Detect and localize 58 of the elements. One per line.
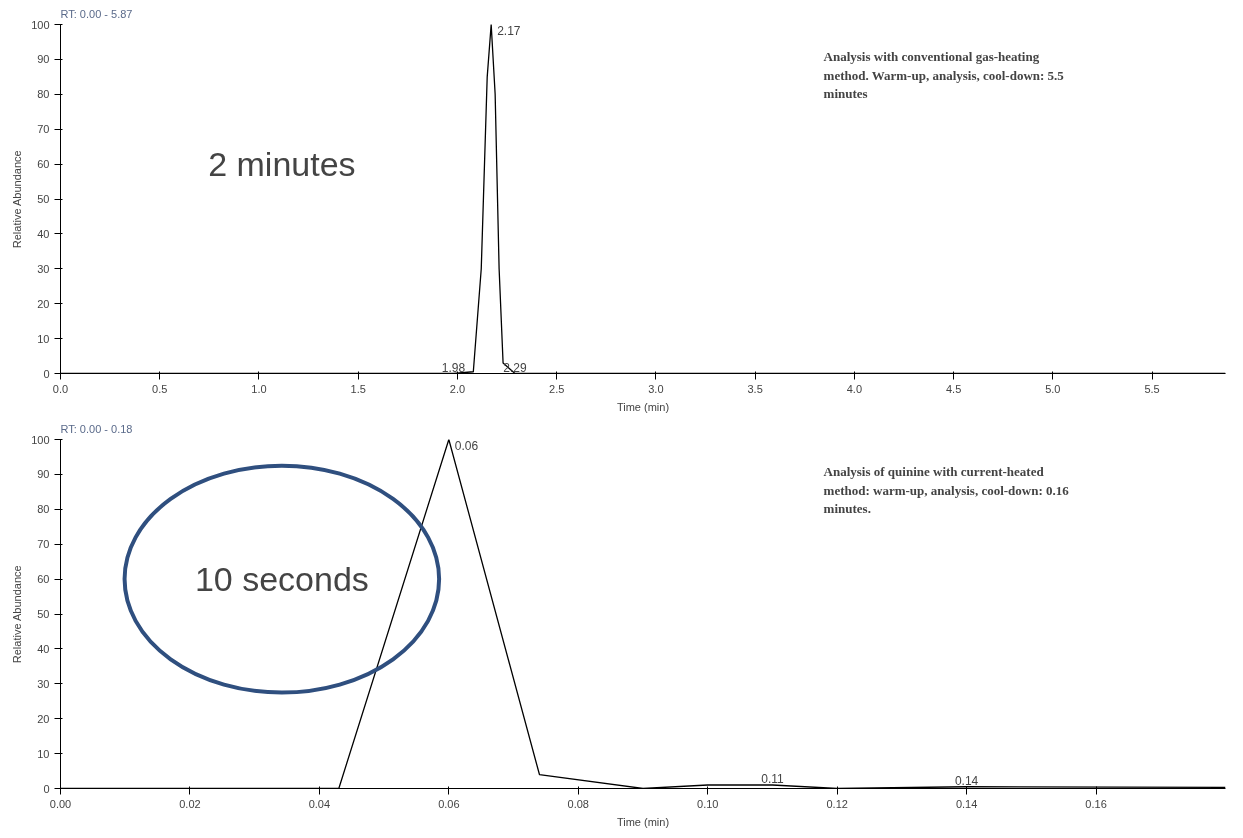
y-tick-label: 70 [37,123,50,136]
annotation: 0.06 [454,438,479,453]
y-tick-label: 0 [43,367,50,380]
y-tick-label: 50 [37,608,50,620]
x-tick-label: 0.14 [955,797,978,810]
y-axis-title: Relative Abundance [11,565,24,664]
y-tick-label: 40 [37,642,50,655]
x-tick-label: 0.5 [152,382,168,395]
x-tick-label: 0.10 [697,797,719,810]
y-tick-label: 30 [37,677,50,690]
x-tick-label: 1.0 [251,382,267,395]
y-tick-label: 80 [37,88,50,101]
annotation: 0.11 [761,772,784,787]
x-tick-label: 0.00 [49,797,72,810]
y-tick-label: 100 [31,18,50,31]
y-tick-label: 60 [37,573,50,586]
y-tick-label: 70 [37,538,50,551]
x-tick-label: 1.5 [350,382,366,395]
y-tick-label: 10 [37,747,50,760]
x-tick-label: 0.16 [1085,797,1107,810]
x-tick-label: 5.5 [1144,382,1160,395]
annotation: 2 minutes [208,145,356,184]
y-tick-label: 60 [37,158,50,171]
x-tick-label: 4.5 [945,382,962,395]
annotation: 1.98 [441,360,466,375]
y-tick-label: 0 [43,782,50,795]
y-tick-label: 10 [37,332,50,345]
y-tick-label: 100 [31,433,50,446]
x-tick-label: 2.0 [449,382,466,395]
y-tick-label: 40 [37,227,50,240]
x-tick-label: 0.04 [308,797,331,810]
annotation: Analysis of quinine with current-heated method: warm-up, analysis, cool-down: 0.16 minutes. [823,463,1070,517]
y-tick-label: 20 [37,712,50,725]
x-tick-label: 0.0 [52,382,69,395]
x-axis-title: Time (min) [616,815,670,828]
annotation: 0.14 [954,773,979,788]
y-tick-label: 80 [37,503,50,516]
x-tick-label: 3.0 [648,382,664,395]
x-tick-label: 0.08 [567,797,589,810]
x-tick-label: 0.06 [438,797,460,810]
y-axis-title: Relative Abundance [11,150,24,249]
y-tick-label: 90 [37,468,50,481]
annotation: Analysis with conventional gas-heating method. Warm-up, analysis, cool-down: 5.5 minutes [823,48,1065,102]
x-tick-label: 0.12 [826,797,848,810]
x-tick-label: 4.0 [846,382,863,395]
y-tick-label: 50 [37,193,50,205]
x-axis-title: Time (min) [616,400,670,413]
chart-title: RT: 0.00 - 5.87 [60,7,133,20]
x-tick-label: 3.5 [747,382,763,395]
y-tick-label: 30 [37,262,50,275]
x-tick-label: 0.02 [179,797,201,810]
x-tick-label: 2.5 [549,382,565,395]
y-tick-label: 20 [37,297,50,310]
x-tick-label: 5.0 [1045,382,1061,395]
chart-title: RT: 0.00 - 0.18 [60,422,133,435]
y-tick-label: 90 [37,53,50,66]
annotation: 2.17 [497,23,521,38]
annotation: 10 seconds [194,560,369,599]
